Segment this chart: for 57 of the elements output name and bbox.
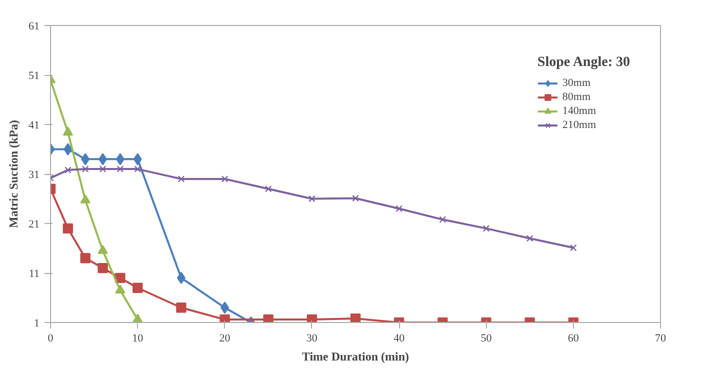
point	[220, 314, 230, 322]
y-axis-title: Matric Suction (kPa)	[6, 120, 20, 228]
point	[439, 216, 446, 223]
y-tick-label: 1	[34, 318, 40, 330]
point	[64, 166, 72, 174]
point	[115, 272, 126, 284]
point	[526, 234, 534, 242]
point	[133, 153, 142, 166]
point	[82, 166, 89, 172]
point	[132, 282, 143, 293]
x-tick-label: 50	[480, 332, 492, 344]
y-tick-label: 21	[28, 218, 40, 230]
x-tick-label: 60	[568, 332, 580, 344]
point	[80, 194, 90, 204]
x-tick-label: 30	[306, 332, 318, 344]
point	[308, 195, 316, 202]
point	[62, 223, 74, 234]
x-tick-label: 40	[394, 332, 406, 344]
y-tick-label: 11	[28, 268, 40, 280]
x-tick-label: 10	[132, 332, 144, 344]
point	[352, 194, 359, 202]
x-tick-label: 0	[48, 332, 54, 344]
point	[482, 225, 490, 232]
point	[98, 153, 108, 166]
point	[263, 314, 274, 322]
point	[99, 166, 106, 172]
point	[80, 253, 90, 264]
point	[116, 166, 124, 172]
point	[115, 284, 126, 294]
legend-label: 30mm	[562, 76, 591, 90]
point	[350, 313, 361, 322]
point	[176, 302, 186, 313]
legend-label: 80mm	[562, 90, 591, 104]
y-tick-label: 51	[28, 70, 40, 82]
x-axis-title: Time Duration (min)	[302, 350, 410, 364]
point	[98, 262, 108, 274]
point	[264, 185, 272, 192]
x-tick-label: 70	[655, 332, 666, 344]
point	[116, 153, 124, 166]
legend-label: 140mm	[562, 104, 596, 118]
point	[306, 314, 318, 322]
legend-label: 210mm	[562, 118, 596, 132]
point	[221, 176, 228, 182]
point	[64, 143, 72, 156]
point	[570, 244, 577, 252]
point	[81, 153, 90, 166]
point	[62, 126, 74, 136]
x-tick-label: 20	[219, 332, 231, 344]
point	[178, 176, 185, 182]
y-tick-label: 61	[28, 20, 40, 32]
point	[98, 244, 108, 254]
point	[220, 302, 230, 314]
y-tick-label: 41	[28, 120, 40, 132]
y-tick-label: 31	[28, 169, 40, 181]
legend-title: Slope Angle: 30	[537, 55, 630, 71]
point	[396, 205, 402, 212]
point	[134, 166, 142, 172]
